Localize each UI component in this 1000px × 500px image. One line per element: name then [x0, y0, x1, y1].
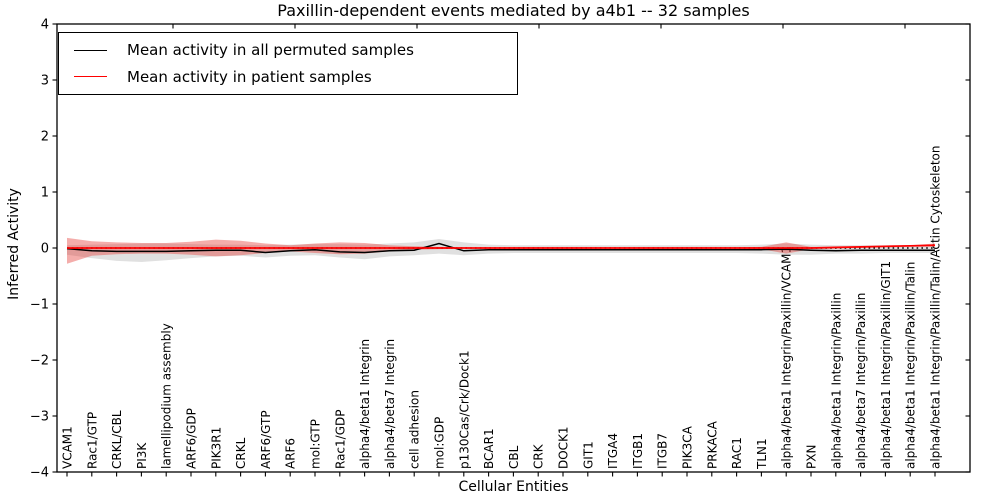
x-tick-label: lamellipodium assembly — [160, 323, 174, 469]
x-tick-label: alpha4/beta7 Integrin/Paxillin — [854, 293, 868, 469]
x-tick-label: p130Cas/Crk/Dock1 — [457, 350, 471, 469]
x-tick-label: PI3K — [135, 442, 149, 469]
x-tick-label: CRK — [532, 443, 546, 469]
x-tick-label: BCAR1 — [482, 428, 496, 469]
x-tick-label: alpha4/beta7 Integrin — [383, 339, 397, 469]
x-tick-label: alpha4/beta1 Integrin/Paxillin/VCAM1 — [780, 246, 794, 469]
chart-title: Paxillin-dependent events mediated by a4… — [277, 1, 750, 20]
legend-label-patient: Mean activity in patient samples — [127, 67, 372, 86]
x-tick-label: alpha4/beta1 Integrin/Paxillin/Talin — [904, 262, 918, 469]
x-tick-label: PRKACA — [705, 420, 719, 469]
x-tick-label: CBL — [507, 445, 521, 469]
x-tick-label: Rac1/GDP — [333, 410, 347, 469]
y-tick-label: 0 — [41, 242, 49, 257]
x-tick-label: mol:GTP — [309, 419, 323, 469]
x-axis-title: Cellular Entities — [458, 479, 569, 495]
x-tick-label: ARF6/GDP — [185, 408, 199, 469]
legend-label-permuted: Mean activity in all permuted samples — [127, 41, 414, 60]
x-tick-label: PIK3CA — [681, 425, 695, 469]
x-tick-label: ITGB7 — [656, 433, 670, 469]
x-tick-label: mol:GDP — [433, 417, 447, 469]
x-tick-label: ARF6/GTP — [259, 410, 273, 469]
permuted-band — [67, 239, 935, 262]
legend-item-patient: Mean activity in patient samples — [74, 68, 517, 86]
x-tick-label: alpha4/beta1 Integrin — [358, 339, 372, 469]
y-tick-label: 4 — [41, 18, 49, 33]
y-tick-label: −2 — [30, 354, 49, 369]
legend-line-patient-icon — [74, 76, 107, 78]
x-tick-label: VCAM1 — [61, 426, 75, 469]
y-axis-title: Inferred Activity — [6, 188, 22, 300]
permuted-mean-line — [66, 242, 935, 254]
patient-mean-line — [67, 244, 936, 249]
y-tick-label: −1 — [30, 298, 49, 313]
x-tick-label: GIT1 — [581, 441, 595, 469]
y-tick-label: −4 — [30, 466, 49, 481]
x-tick-label: DOCK1 — [557, 426, 571, 469]
x-tick-label: ARF6 — [284, 438, 298, 469]
x-tick-label: alpha4/beta1 Integrin/Paxillin/Talin/Act… — [929, 146, 943, 469]
x-tick-label: Rac1/GTP — [85, 412, 99, 469]
x-tick-label: ITGA4 — [606, 433, 620, 469]
x-tick-label: ITGB1 — [631, 433, 645, 469]
x-tick-label: RAC1 — [730, 437, 744, 469]
x-tick-label: cell adhesion — [408, 390, 422, 469]
x-tick-label: PIK3R1 — [209, 427, 223, 469]
x-tick-label: alpha4/beta1 Integrin/Paxillin/GIT1 — [879, 261, 893, 469]
y-tick-label: −3 — [30, 410, 49, 425]
legend-item-permuted: Mean activity in all permuted samples — [74, 41, 517, 59]
legend: Mean activity in all permuted samples Me… — [58, 32, 518, 95]
x-tick-label: CRKL — [234, 437, 248, 469]
x-tick-label: TLN1 — [755, 438, 769, 470]
x-tick-label: CRKL/CBL — [110, 410, 124, 469]
y-tick-label: 2 — [41, 130, 49, 145]
y-tick-label: 1 — [41, 186, 49, 201]
y-tick-label: 3 — [41, 74, 49, 89]
legend-line-permuted-icon — [74, 49, 107, 51]
x-tick-label: PXN — [805, 445, 819, 469]
x-tick-label: alpha4/beta1 Integrin/Paxillin — [829, 293, 843, 469]
